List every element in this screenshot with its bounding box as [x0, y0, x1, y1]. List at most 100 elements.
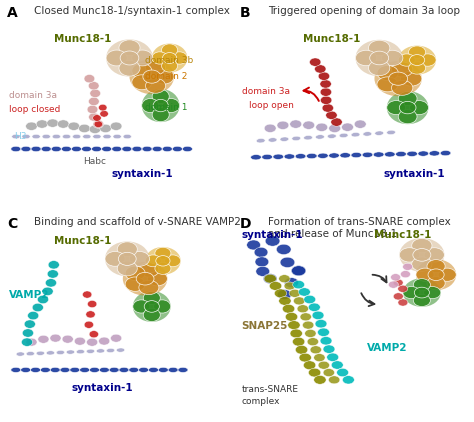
Ellipse shape	[93, 115, 101, 121]
Ellipse shape	[21, 368, 31, 373]
Ellipse shape	[106, 39, 153, 77]
Ellipse shape	[84, 321, 93, 328]
Ellipse shape	[407, 151, 418, 157]
Ellipse shape	[142, 146, 152, 151]
Ellipse shape	[105, 252, 125, 266]
Text: B: B	[239, 6, 250, 20]
Ellipse shape	[289, 289, 301, 297]
Ellipse shape	[306, 153, 317, 159]
Ellipse shape	[273, 154, 283, 160]
Ellipse shape	[320, 88, 331, 96]
Ellipse shape	[329, 124, 341, 133]
Ellipse shape	[328, 376, 340, 384]
Ellipse shape	[38, 335, 49, 343]
Text: A: A	[7, 6, 18, 20]
Ellipse shape	[46, 279, 56, 287]
Ellipse shape	[21, 146, 31, 151]
Ellipse shape	[162, 44, 178, 56]
Ellipse shape	[143, 70, 161, 83]
Ellipse shape	[119, 60, 140, 76]
Ellipse shape	[26, 352, 35, 356]
Ellipse shape	[265, 236, 280, 246]
Ellipse shape	[152, 89, 169, 103]
Ellipse shape	[16, 352, 25, 356]
Ellipse shape	[52, 134, 61, 139]
Ellipse shape	[82, 146, 91, 151]
Ellipse shape	[314, 376, 326, 384]
Ellipse shape	[158, 368, 168, 373]
Ellipse shape	[152, 43, 187, 73]
Ellipse shape	[331, 118, 342, 126]
Ellipse shape	[138, 368, 149, 373]
Ellipse shape	[314, 354, 325, 362]
Ellipse shape	[323, 369, 335, 376]
Ellipse shape	[99, 104, 107, 111]
Ellipse shape	[89, 331, 99, 338]
Ellipse shape	[32, 134, 40, 139]
Text: VAMP2: VAMP2	[367, 343, 408, 353]
Ellipse shape	[279, 297, 291, 305]
Ellipse shape	[142, 89, 180, 122]
Ellipse shape	[132, 75, 152, 90]
Ellipse shape	[393, 279, 403, 286]
Ellipse shape	[362, 152, 373, 157]
Ellipse shape	[392, 80, 413, 95]
Ellipse shape	[73, 134, 81, 139]
Ellipse shape	[89, 125, 101, 133]
Ellipse shape	[277, 121, 289, 130]
Ellipse shape	[142, 98, 159, 113]
Ellipse shape	[377, 77, 398, 92]
Ellipse shape	[152, 52, 168, 64]
Ellipse shape	[320, 96, 332, 104]
Ellipse shape	[118, 252, 136, 265]
Text: domain 3a: domain 3a	[9, 91, 57, 100]
Ellipse shape	[123, 262, 167, 295]
Ellipse shape	[88, 81, 99, 90]
Text: domain 3a: domain 3a	[242, 87, 290, 95]
Ellipse shape	[88, 300, 97, 308]
Ellipse shape	[122, 146, 132, 151]
Ellipse shape	[152, 146, 162, 151]
Ellipse shape	[309, 368, 321, 377]
Ellipse shape	[178, 368, 188, 373]
Ellipse shape	[342, 123, 354, 131]
Ellipse shape	[292, 281, 304, 289]
Ellipse shape	[387, 91, 428, 124]
Ellipse shape	[139, 263, 159, 277]
Ellipse shape	[24, 320, 36, 328]
Ellipse shape	[354, 120, 366, 128]
Ellipse shape	[105, 241, 149, 276]
Ellipse shape	[47, 119, 58, 127]
Ellipse shape	[412, 257, 432, 271]
Ellipse shape	[94, 121, 102, 127]
Ellipse shape	[283, 304, 295, 313]
Ellipse shape	[22, 329, 34, 337]
Ellipse shape	[284, 278, 299, 288]
Ellipse shape	[100, 368, 109, 373]
Ellipse shape	[427, 260, 445, 273]
Ellipse shape	[87, 106, 98, 114]
Text: VAMP2: VAMP2	[9, 289, 50, 300]
Ellipse shape	[290, 120, 301, 128]
Ellipse shape	[398, 92, 417, 106]
Ellipse shape	[409, 62, 426, 74]
Ellipse shape	[368, 40, 390, 56]
Ellipse shape	[410, 100, 428, 115]
Ellipse shape	[106, 349, 115, 353]
Ellipse shape	[31, 146, 41, 151]
Ellipse shape	[155, 247, 171, 259]
Ellipse shape	[377, 65, 398, 81]
Ellipse shape	[42, 287, 53, 295]
Ellipse shape	[72, 146, 82, 151]
Ellipse shape	[51, 146, 61, 151]
Ellipse shape	[419, 54, 436, 66]
Ellipse shape	[61, 146, 72, 151]
Ellipse shape	[80, 368, 90, 373]
Ellipse shape	[401, 271, 410, 278]
Ellipse shape	[87, 338, 98, 346]
Ellipse shape	[148, 368, 158, 373]
Text: domain 3b: domain 3b	[145, 56, 193, 65]
Ellipse shape	[256, 138, 265, 143]
Ellipse shape	[79, 124, 90, 133]
Ellipse shape	[315, 319, 327, 328]
